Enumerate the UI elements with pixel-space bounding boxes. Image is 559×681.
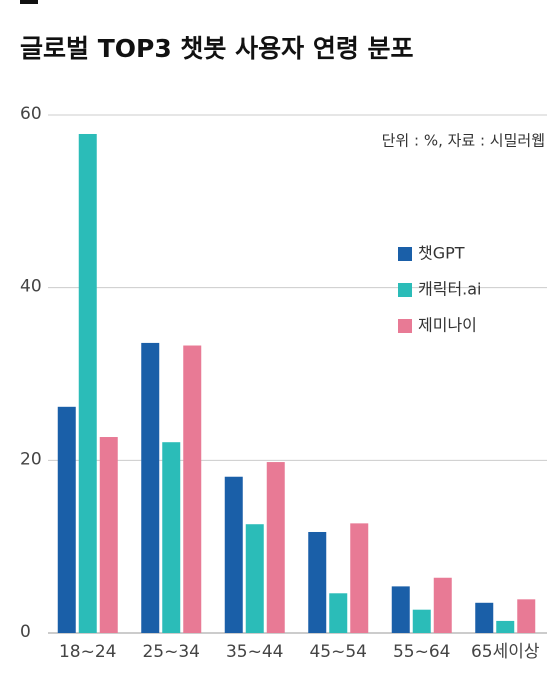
bar	[433, 577, 452, 633]
y-tick-label: 60	[20, 104, 42, 124]
x-tick-label: 35~44	[226, 642, 284, 662]
bar	[141, 342, 160, 633]
bar	[266, 462, 285, 633]
title-rule	[20, 0, 38, 4]
bar	[329, 593, 348, 633]
legend-label: 챗GPT	[418, 244, 465, 263]
bar	[57, 406, 76, 633]
x-tick-label: 18~24	[59, 642, 117, 662]
note: 단위 : %, 자료 : 시밀러웹	[382, 132, 545, 150]
x-tick-label: 45~54	[309, 642, 367, 662]
bar	[350, 523, 369, 633]
y-tick-label: 0	[20, 622, 31, 642]
bar	[391, 586, 410, 633]
bar	[224, 476, 243, 633]
bar	[245, 524, 264, 633]
bar	[162, 442, 181, 633]
chart-title: 글로벌 TOP3 챗봇 사용자 연령 분포	[20, 34, 414, 63]
bar	[496, 620, 515, 633]
x-tick-label: 55~64	[393, 642, 451, 662]
bar	[78, 133, 97, 633]
legend-label: 캐릭터.ai	[418, 280, 482, 299]
bar	[475, 602, 494, 633]
bar	[183, 345, 202, 633]
bar	[517, 599, 536, 633]
legend-swatch	[398, 283, 412, 297]
y-tick-label: 40	[20, 277, 42, 297]
x-tick-label: 25~34	[142, 642, 200, 662]
y-tick-label: 20	[20, 449, 42, 469]
x-tick-label: 65세이상	[471, 642, 540, 662]
bar	[308, 531, 327, 633]
bar	[99, 437, 118, 633]
legend-swatch	[398, 319, 412, 333]
legend-label: 제미나이	[418, 316, 477, 335]
bar	[412, 609, 431, 633]
legend-swatch	[398, 247, 412, 261]
